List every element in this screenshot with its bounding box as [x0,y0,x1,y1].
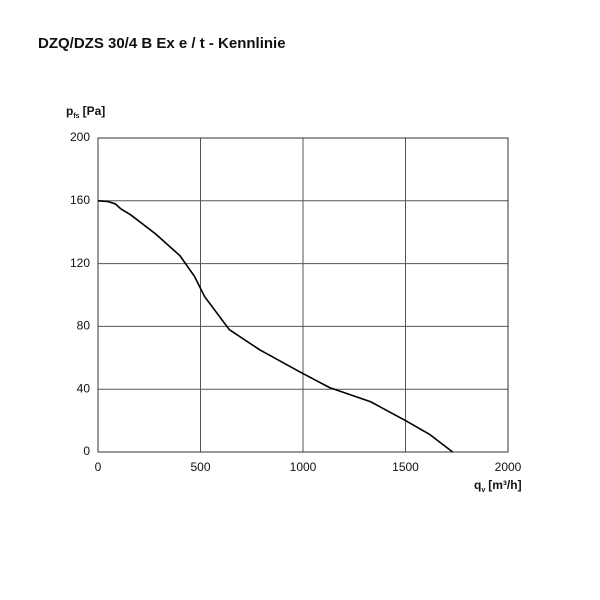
y-label-unit: [Pa] [83,104,106,118]
x-tick-label: 0 [95,460,102,474]
y-tick-label: 80 [77,319,91,333]
y-tick-label: 0 [83,444,90,458]
x-label-unit: [m³/h] [488,478,521,492]
x-label-subscript: v [481,487,485,494]
y-tick-label: 40 [77,381,91,395]
x-tick-label: 2000 [495,460,522,474]
y-tick-label: 200 [70,130,90,144]
y-label-symbol: p [66,104,73,118]
x-tick-label: 500 [190,460,210,474]
x-tick-label: 1000 [290,460,317,474]
y-axis-label: pfs [Pa] [66,104,105,120]
chart-title: DZQ/DZS 30/4 B Ex e / t - Kennlinie [38,35,286,52]
y-tick-label: 120 [70,256,90,270]
x-axis-label: qv [m³/h] [474,478,522,494]
y-label-subscript: fs [73,113,79,120]
x-label-symbol: q [474,478,481,492]
plot-frame [97,137,509,453]
line-series [97,200,454,453]
x-tick-label: 1500 [392,460,419,474]
y-tick-label: 160 [70,193,90,207]
